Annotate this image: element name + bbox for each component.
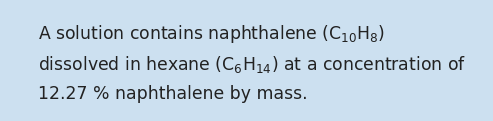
- Text: dissolved in hexane ($\mathrm{C_6H_{14}}$) at a concentration of: dissolved in hexane ($\mathrm{C_6H_{14}}…: [38, 54, 466, 75]
- Text: 12.27 % naphthalene by mass.: 12.27 % naphthalene by mass.: [38, 85, 308, 103]
- Text: A solution contains naphthalene ($\mathrm{C_{10}H_8}$): A solution contains naphthalene ($\mathr…: [38, 23, 385, 45]
